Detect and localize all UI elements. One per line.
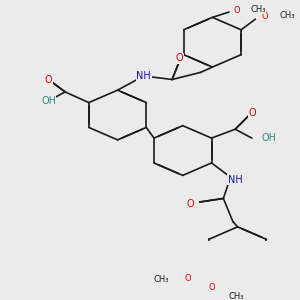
Text: O: O [234,6,241,15]
Text: O: O [248,108,256,118]
Text: CH₃: CH₃ [153,275,169,284]
Text: CH₃: CH₃ [228,292,244,300]
Text: O: O [45,74,52,85]
Text: O: O [262,12,268,21]
Text: CH₃: CH₃ [279,11,295,20]
Text: O: O [176,53,183,63]
Text: OH: OH [261,133,276,143]
Text: O: O [186,199,194,209]
Text: NH: NH [228,175,243,185]
Text: NH: NH [136,71,151,81]
Text: O: O [184,274,191,283]
Text: O: O [208,283,215,292]
Text: CH₃: CH₃ [250,5,266,14]
Text: OH: OH [41,96,56,106]
